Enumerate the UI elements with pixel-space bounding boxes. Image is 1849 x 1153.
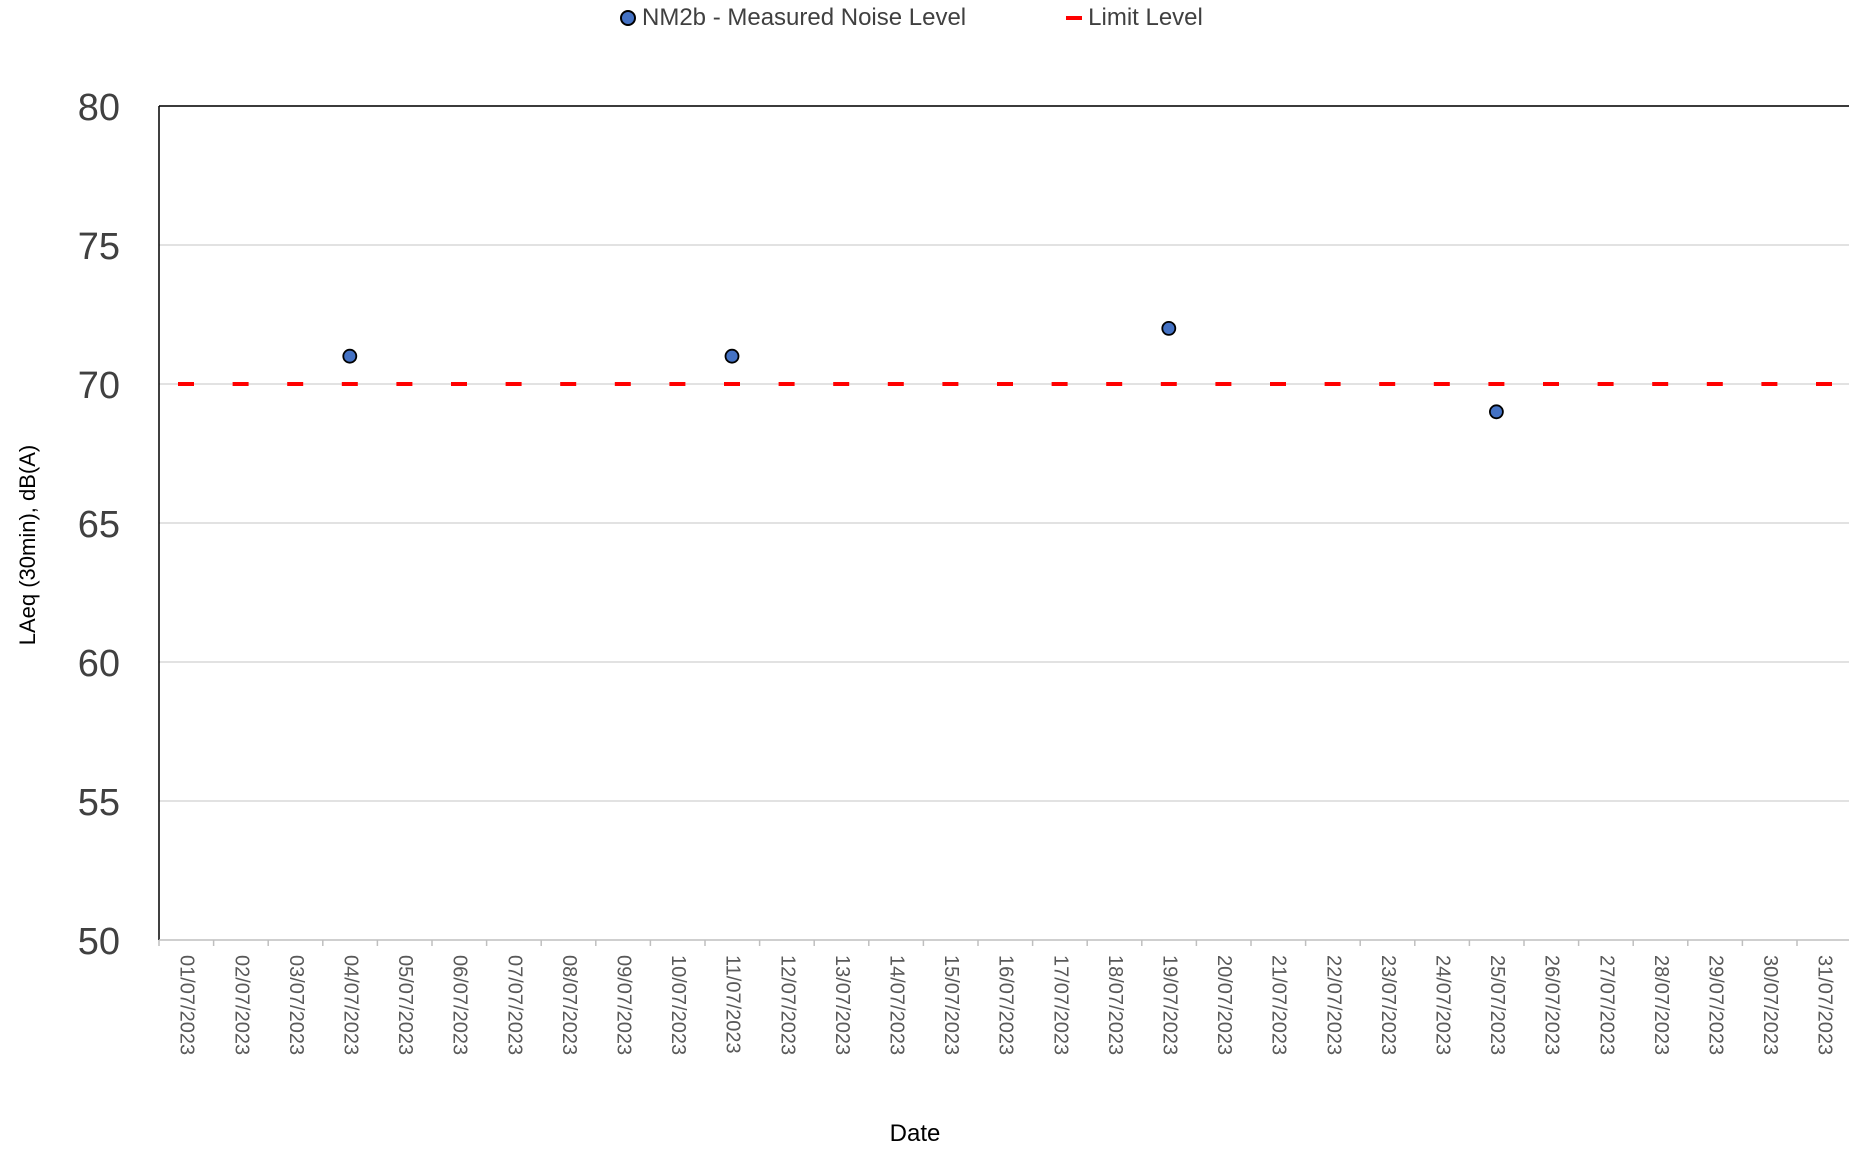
x-tick-label: 13/07/2023: [831, 955, 853, 1055]
x-axis-label: Date: [889, 1120, 941, 1147]
x-tick-label: 01/07/2023: [176, 955, 198, 1055]
legend-item-measured: NM2b - Measured Noise Level: [620, 4, 966, 32]
y-tick-label: 50: [78, 921, 120, 963]
legend-label-measured: NM2b - Measured Noise Level: [642, 4, 967, 31]
x-tick-label: 20/07/2023: [1213, 955, 1235, 1055]
measured-noise-point: [1161, 320, 1177, 336]
x-tick-label: 23/07/2023: [1377, 955, 1399, 1055]
x-tick-label: 12/07/2023: [776, 955, 798, 1055]
x-tick-label: 25/07/2023: [1486, 955, 1508, 1055]
measured-noise-point: [1489, 404, 1504, 420]
x-tick-label: 16/07/2023: [995, 955, 1017, 1055]
x-tick-label: 17/07/2023: [1049, 955, 1071, 1055]
x-tick-label: 10/07/2023: [667, 955, 689, 1055]
x-tick-label: 18/07/2023: [1104, 955, 1126, 1055]
x-tick-label: 21/07/2023: [1268, 955, 1290, 1055]
x-tick-label: 06/07/2023: [449, 955, 471, 1055]
y-axis-label: LAeq (30min), dB(A): [15, 444, 40, 646]
legend-marker-dot-icon: [620, 10, 636, 26]
x-tick-label: 27/07/2023: [1595, 955, 1617, 1055]
x-tick-label: 09/07/2023: [613, 955, 635, 1055]
x-tick-label: 04/07/2023: [340, 955, 362, 1055]
x-tick-label: 03/07/2023: [285, 955, 307, 1055]
x-tick-label: 19/07/2023: [1159, 955, 1181, 1055]
y-tick-label: 75: [78, 226, 120, 268]
x-tick-label: 24/07/2023: [1432, 955, 1454, 1055]
y-tick-label: 55: [78, 782, 120, 824]
legend-label-limit: Limit Level: [1088, 4, 1203, 31]
x-tick-label: 22/07/2023: [1322, 955, 1344, 1055]
x-tick-label: 02/07/2023: [230, 955, 252, 1055]
x-tick-label: 08/07/2023: [558, 955, 580, 1055]
legend-item-limit: Limit Level: [1066, 4, 1203, 32]
x-tick-label: 29/07/2023: [1705, 955, 1727, 1055]
x-tick-label: 11/07/2023: [722, 955, 744, 1054]
y-tick-label: 70: [78, 365, 120, 407]
x-tick-label: 26/07/2023: [1541, 955, 1563, 1055]
chart-legend: NM2b - Measured Noise Level Limit Level: [620, 4, 1303, 32]
y-tick-label: 60: [78, 643, 120, 685]
measured-noise-point: [342, 348, 358, 364]
legend-marker-dash-icon: [1066, 16, 1083, 20]
y-tick-label: 80: [78, 87, 120, 129]
x-tick-label: 28/07/2023: [1650, 955, 1672, 1055]
measured-noise-point: [724, 348, 740, 364]
x-tick-label: 15/07/2023: [940, 955, 962, 1055]
x-tick-label: 31/07/2023: [1814, 955, 1836, 1055]
x-tick-label: 30/07/2023: [1759, 955, 1781, 1055]
x-tick-label: 14/07/2023: [886, 955, 908, 1055]
x-tick-label: 05/07/2023: [394, 955, 416, 1055]
x-tick-label: 07/07/2023: [503, 955, 525, 1055]
y-tick-label: 65: [78, 504, 120, 546]
